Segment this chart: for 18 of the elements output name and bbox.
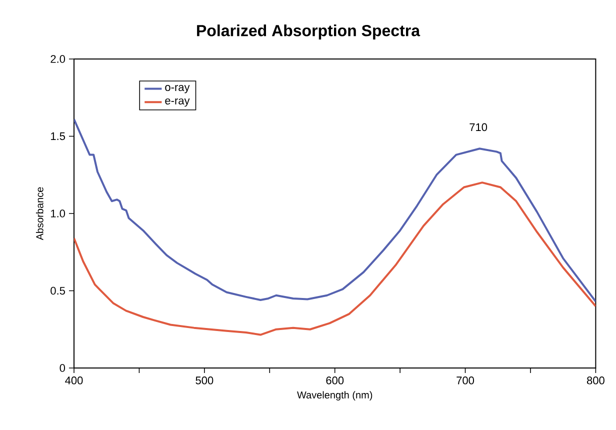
- x-tick-label: 500: [196, 376, 214, 384]
- y-tick-label: 1.0: [51, 210, 66, 218]
- x-tick-label: 400: [65, 376, 83, 384]
- chart-title: Polarized Absorption Spectra: [197, 24, 420, 40]
- line-series: [74, 182, 596, 336]
- y-tick-label: 0: [60, 364, 66, 372]
- y-axis-title: Absorbance: [36, 187, 44, 240]
- y-tick-label: 0.5: [50, 286, 65, 295]
- line-series: [74, 118, 596, 303]
- y-tick-label: 2.0: [50, 55, 66, 63]
- x-axis-title: Wavelength (nm): [297, 391, 372, 400]
- legend-label: e-ray: [165, 98, 190, 107]
- x-tick-label: 800: [586, 376, 604, 384]
- x-tick-label: 600: [326, 376, 344, 384]
- y-tick-label: 1.5: [51, 132, 65, 140]
- x-tick-label: 700: [456, 376, 474, 384]
- legend-label: o-ray: [165, 85, 190, 94]
- annotation: 710: [470, 123, 488, 132]
